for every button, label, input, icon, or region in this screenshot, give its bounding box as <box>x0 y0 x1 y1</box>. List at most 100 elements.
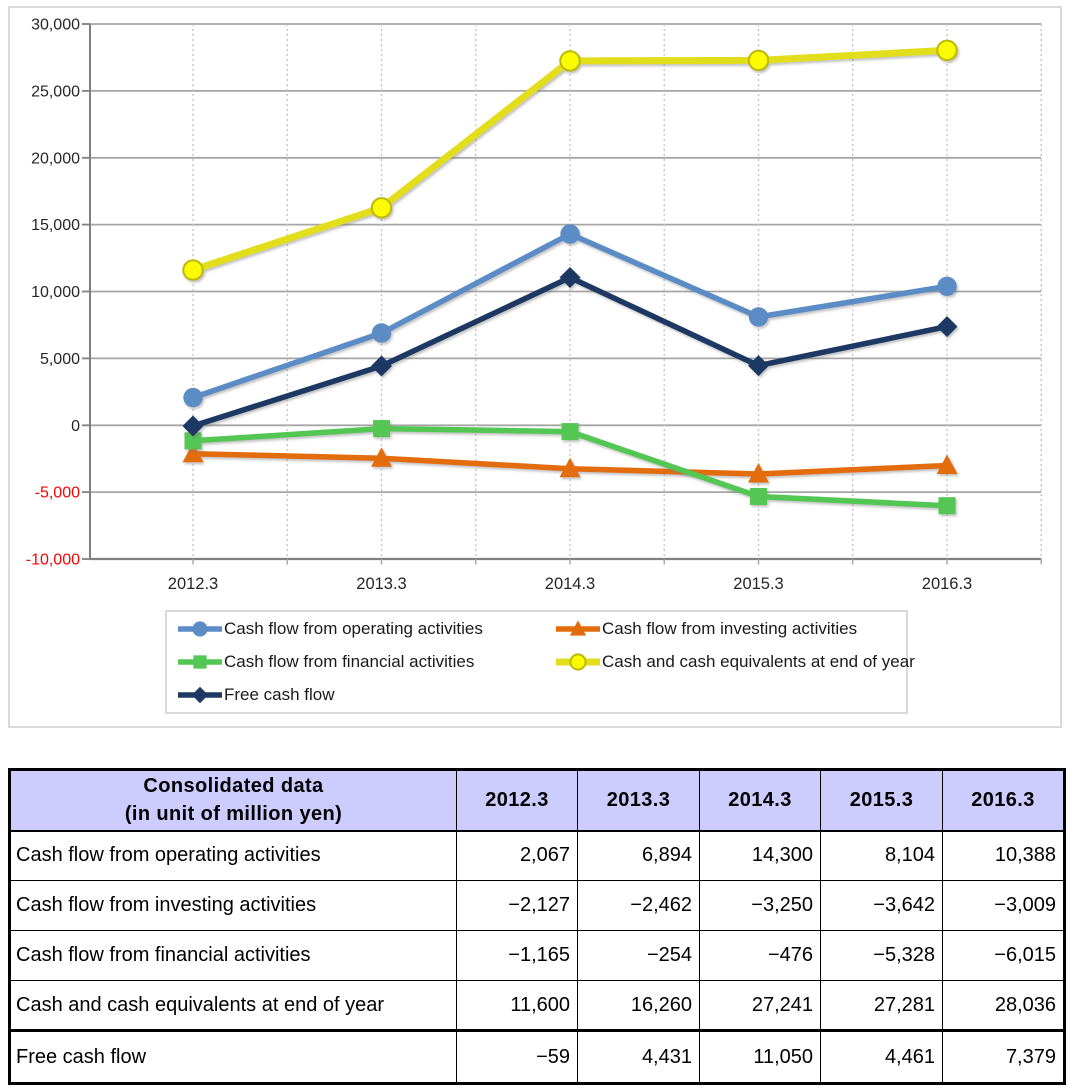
series-financial <box>184 420 956 515</box>
xtick-label-2015.3: 2015.3 <box>733 575 783 593</box>
cell-value: −3,642 <box>820 880 943 931</box>
column-header-2014.3: 2014.3 <box>699 769 821 832</box>
table-row-4: Cash and cash equivalents at end of year… <box>9 980 1065 1031</box>
cell-value: 4,431 <box>577 1029 700 1084</box>
legend-label-cash-equivalents: Cash and cash equivalents at end of year <box>602 652 915 671</box>
cell-value: 27,241 <box>699 980 821 1031</box>
ytick-label-25000: 25,000 <box>31 83 80 100</box>
point-investing-2012.3 <box>182 442 204 463</box>
point-free-cash-flow-2013.3 <box>371 355 392 377</box>
cell-value: −3,250 <box>699 880 821 931</box>
legend-item-financial: Cash flow from financial activities <box>177 650 555 674</box>
legend-swatch-operating <box>178 621 222 637</box>
column-header-2015.3: 2015.3 <box>820 769 943 832</box>
cell-value: −6,015 <box>942 930 1065 981</box>
cell-value: 11,050 <box>699 1029 821 1084</box>
table-title-cell: Consolidated data (in unit of million ye… <box>9 769 457 832</box>
cell-value: −476 <box>699 930 821 981</box>
point-free-cash-flow-2012.3 <box>182 415 204 437</box>
table-row-2: Cash flow from investing activities −2,12… <box>9 880 1065 931</box>
cell-value: −1,165 <box>456 930 578 981</box>
legend-label-operating: Cash flow from operating activities <box>224 619 483 638</box>
ytick-label--5000: -5,000 <box>35 485 80 502</box>
cell-value: 2,067 <box>456 830 578 881</box>
point-financial-2015.3 <box>750 488 767 505</box>
legend-label-investing: Cash flow from investing activities <box>602 619 858 638</box>
ytick-label-30000: 30,000 <box>31 17 80 34</box>
legend-label-financial: Cash flow from financial activities <box>224 652 475 671</box>
column-header-2016.3: 2016.3 <box>942 769 1065 832</box>
xtick-label-2013.3: 2013.3 <box>356 575 406 593</box>
point-cash-equivalents-2015.3 <box>747 49 770 72</box>
cell-value: −59 <box>456 1029 578 1084</box>
point-operating-2014.3 <box>560 224 580 244</box>
row-label: Cash flow from financial activities <box>9 930 457 981</box>
cashflow-line-chart: 30,000 25,000 20,000 15,000 10,000 5,000 0 -5,0… <box>26 17 1042 593</box>
point-investing-2013.3 <box>371 447 392 467</box>
cell-value: −2,462 <box>577 880 700 931</box>
point-financial-2012.3 <box>184 432 202 450</box>
point-cash-equivalents-2013.3 <box>370 197 393 219</box>
row-label: Cash and cash equivalents at end of year <box>9 980 457 1031</box>
ytick-label-10000: 10,000 <box>31 284 80 301</box>
cell-value: 11,600 <box>456 980 578 1031</box>
point-cash-equivalents-2012.3 <box>182 259 204 281</box>
point-operating-2016.3 <box>937 276 957 296</box>
legend-swatch-free-cash-flow <box>178 686 222 704</box>
table-row-5: Free cash flow −59 4,431 11,050 4,461 7,379 <box>9 1029 1065 1084</box>
point-investing-2016.3 <box>936 454 958 474</box>
xtick-label-2014.3: 2014.3 <box>545 575 595 593</box>
cell-value: 7,379 <box>942 1029 1065 1084</box>
legend-item-investing: Cash flow from investing activities <box>555 617 915 641</box>
cashflow-chart-panel: 30,000 25,000 20,000 15,000 10,000 5,000 0 -5,0… <box>8 6 1062 728</box>
legend-swatch-investing <box>556 620 600 636</box>
ytick-label-5000: 5,000 <box>40 351 80 368</box>
cell-value: 14,300 <box>699 830 821 881</box>
point-investing-2014.3 <box>559 457 581 478</box>
cell-value: 27,281 <box>820 980 943 1031</box>
table-row-1: Cash flow from operating activities 2,067… <box>9 830 1065 881</box>
point-free-cash-flow-2014.3 <box>559 267 581 288</box>
consolidated-data-table: Consolidated data (in unit of million ye… <box>8 768 1066 1085</box>
chart-legend: Cash flow from operating activities Cash… <box>165 610 915 714</box>
legend-item-cash-equivalents: Cash and cash equivalents at end of year <box>555 650 915 674</box>
point-financial-2014.3 <box>561 423 579 441</box>
point-operating-2013.3 <box>371 323 392 343</box>
cell-value: 6,894 <box>577 830 700 881</box>
point-cash-equivalents-2014.3 <box>559 50 581 72</box>
cell-value: −3,009 <box>942 880 1065 931</box>
ytick-label-15000: 15,000 <box>31 217 80 234</box>
legend-item-operating: Cash flow from operating activities <box>177 617 555 641</box>
cell-value: −5,328 <box>820 930 943 981</box>
consolidated-data-table-wrap: Consolidated data (in unit of million ye… <box>8 768 1066 1085</box>
cell-value: −2,127 <box>456 880 578 931</box>
point-cash-equivalents-2016.3 <box>936 39 958 61</box>
table-title-line2: (in unit of million yen) <box>124 803 343 826</box>
legend-swatch-cash-equivalents <box>556 653 600 671</box>
xtick-label-2012.3: 2012.3 <box>168 575 218 593</box>
legend-item-free-cash-flow: Free cash flow <box>177 683 555 707</box>
point-free-cash-flow-2015.3 <box>748 355 769 377</box>
point-financial-2016.3 <box>938 497 956 515</box>
cell-value: 16,260 <box>577 980 700 1031</box>
point-operating-2015.3 <box>748 307 769 327</box>
ytick-label-0: 0 <box>71 418 80 435</box>
row-label: Free cash flow <box>9 1029 457 1084</box>
cell-value: 4,461 <box>820 1029 943 1084</box>
point-operating-2012.3 <box>183 387 203 408</box>
table-row-3: Cash flow from financial activities −1,16… <box>9 930 1065 981</box>
legend-swatch-financial <box>178 655 222 669</box>
point-financial-2013.3 <box>373 420 390 438</box>
table-title-line1: Consolidated data <box>143 775 324 798</box>
cell-value: −254 <box>577 930 700 981</box>
ytick-label-20000: 20,000 <box>31 150 80 167</box>
cell-value: 10,388 <box>942 830 1065 881</box>
xtick-label-2016.3: 2016.3 <box>922 575 972 593</box>
point-investing-2015.3 <box>748 463 769 483</box>
cell-value: 28,036 <box>942 980 1065 1031</box>
series-operating <box>183 224 957 408</box>
series-investing <box>182 442 958 483</box>
cell-value: 8,104 <box>820 830 943 881</box>
row-label: Cash flow from investing activities <box>9 880 457 931</box>
